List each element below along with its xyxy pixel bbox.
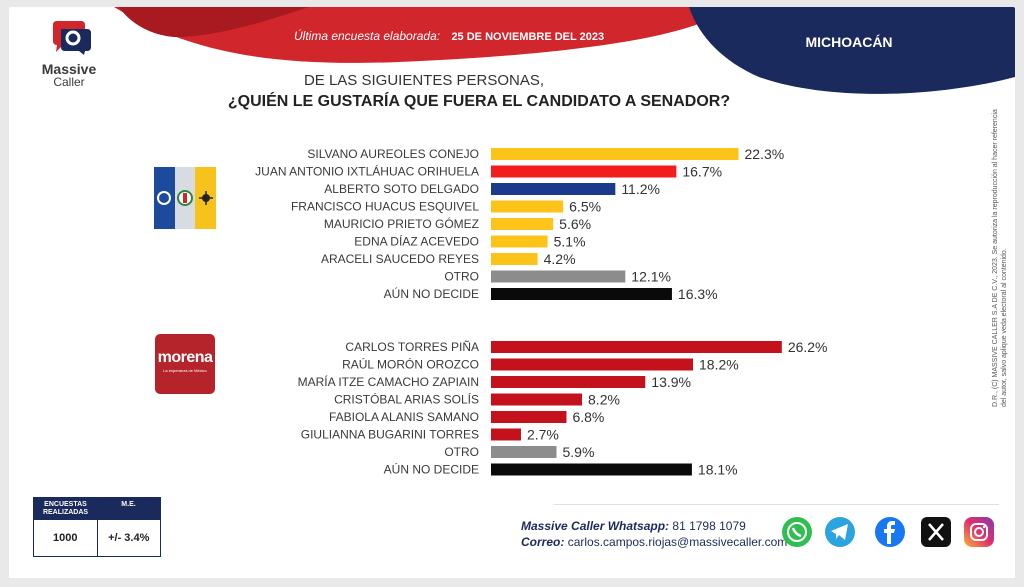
state-title: MICHOACÁN xyxy=(805,34,893,50)
category-label: MAURICIO PRIETO GÓMEZ xyxy=(324,216,479,231)
pri-logo-icon xyxy=(174,167,196,229)
value-label: 16.3% xyxy=(678,286,718,302)
value-label: 8.2% xyxy=(588,392,620,408)
whatsapp-contact: Massive Caller Whatsapp: 81 1798 1079 xyxy=(521,519,746,533)
stats-table: ENCUESTAS REALIZADAS M.E. 1000 +/- 3.4% xyxy=(33,497,161,557)
prd-logo-icon xyxy=(195,167,217,229)
bar xyxy=(491,253,538,265)
category-label: EDNA DÍAZ ACEVEDO xyxy=(354,234,479,249)
stats-value-me: +/- 3.4% xyxy=(108,532,150,544)
pan-logo-icon xyxy=(154,167,175,229)
bar xyxy=(491,218,554,230)
instagram-icon[interactable] xyxy=(963,516,995,548)
stats-value-surveys: 1000 xyxy=(34,520,98,556)
question-line-1: DE LAS SIGUIENTES PERSONAS, xyxy=(303,72,545,89)
brand-name-1: Massive xyxy=(41,61,97,77)
value-label: 11.2% xyxy=(621,181,660,197)
value-label: 13.9% xyxy=(651,374,691,390)
value-label: 16.7% xyxy=(682,164,722,180)
category-label: MARÍA ITZE CAMACHO ZAPIAIN xyxy=(298,374,479,389)
category-label: AÚN NO DECIDE xyxy=(384,462,479,477)
whatsapp-number[interactable]: 81 1798 1079 xyxy=(672,519,746,533)
value-label: 6.5% xyxy=(569,199,601,215)
question-line-2: ¿QUIÉN LE GUSTARÍA QUE FUERA EL CANDIDAT… xyxy=(227,93,731,110)
brand-logo: Massive Caller xyxy=(29,21,109,88)
bar-chart: SILVANO AUREOLES CONEJO 22.3% JUAN ANTONIO… xyxy=(255,146,828,478)
x-icon[interactable] xyxy=(920,516,952,548)
category-label: FABIOLA ALANIS SAMANO xyxy=(329,410,479,424)
email-label: Correo: xyxy=(521,535,565,549)
value-label: 18.1% xyxy=(698,462,738,478)
header-banner xyxy=(114,7,1015,94)
whatsapp-icon[interactable] xyxy=(781,516,813,548)
whatsapp-label: Massive Caller Whatsapp: xyxy=(521,519,670,533)
bar xyxy=(491,183,616,195)
category-label: AÚN NO DECIDE xyxy=(384,286,479,301)
massive-caller-logo-icon xyxy=(53,21,91,55)
category-label: ALBERTO SOTO DELGADO xyxy=(324,182,479,196)
category-label: OTRO xyxy=(444,270,479,284)
bar xyxy=(491,288,672,300)
category-label: CARLOS TORRES PIÑA xyxy=(345,340,479,354)
slide: Massive Caller Última encuesta elaborada… xyxy=(9,7,1015,578)
survey-label: Última encuesta elaborada: xyxy=(294,29,441,43)
bar xyxy=(491,270,626,283)
category-label: JUAN ANTONIO IXTLÁHUAC ORIHUELA xyxy=(255,164,479,179)
value-label: 26.2% xyxy=(788,339,828,355)
value-label: 22.3% xyxy=(745,146,785,162)
category-label: OTRO xyxy=(444,445,479,459)
value-label: 6.8% xyxy=(572,409,604,425)
value-label: 5.6% xyxy=(559,216,591,232)
morena-name: morena xyxy=(157,349,213,366)
value-label: 5.9% xyxy=(562,444,594,460)
bar xyxy=(491,358,694,371)
bar xyxy=(491,200,564,213)
morena-slogan: La esperanza de México xyxy=(163,368,207,373)
category-label: SILVANO AUREOLES CONEJO xyxy=(307,147,479,161)
bar xyxy=(491,148,739,160)
stats-header-surveys: ENCUESTAS REALIZADAS xyxy=(42,501,89,516)
category-label: ARACELI SAUCEDO REYES xyxy=(321,252,479,266)
bar xyxy=(491,165,677,178)
value-label: 2.7% xyxy=(527,427,559,443)
survey-date: 25 DE NOVIEMBRE DEL 2023 xyxy=(451,31,605,43)
value-label: 4.2% xyxy=(544,251,576,267)
bar xyxy=(491,428,521,441)
value-label: 12.1% xyxy=(631,269,671,285)
value-label: 18.2% xyxy=(699,357,739,373)
copyright-note: D.R., (C) MASSIVE CALLER S.A DE C.V., 20… xyxy=(992,109,1008,407)
bar xyxy=(491,341,782,353)
bar xyxy=(491,446,557,458)
morena-logo: morena La esperanza de México xyxy=(155,334,215,394)
bar xyxy=(491,376,646,388)
bar xyxy=(491,393,583,406)
category-label: CRISTÓBAL ARIAS SOLÍS xyxy=(334,392,479,407)
bar xyxy=(491,463,692,476)
telegram-icon[interactable] xyxy=(824,516,856,548)
bar xyxy=(491,411,567,423)
category-label: GIULIANNA BUGARINI TORRES xyxy=(301,428,479,442)
value-label: 5.1% xyxy=(554,234,586,250)
divider xyxy=(554,504,999,505)
bar xyxy=(491,235,548,248)
stats-header-me: M.E. xyxy=(121,501,136,508)
facebook-icon[interactable] xyxy=(874,516,906,548)
category-label: FRANCISCO HUACUS ESQUIVEL xyxy=(291,200,479,214)
email-link[interactable]: carlos.campos.riojas@massivecaller.com xyxy=(567,535,788,549)
survey-date-line: Última encuesta elaborada: 25 DE NOVIEMB… xyxy=(294,29,604,43)
email-contact: Correo: carlos.campos.riojas@massivecall… xyxy=(521,535,787,549)
category-label: RAÚL MORÓN OROZCO xyxy=(342,357,479,372)
coalition-logo xyxy=(154,167,217,229)
brand-name-2: Caller xyxy=(53,75,85,89)
